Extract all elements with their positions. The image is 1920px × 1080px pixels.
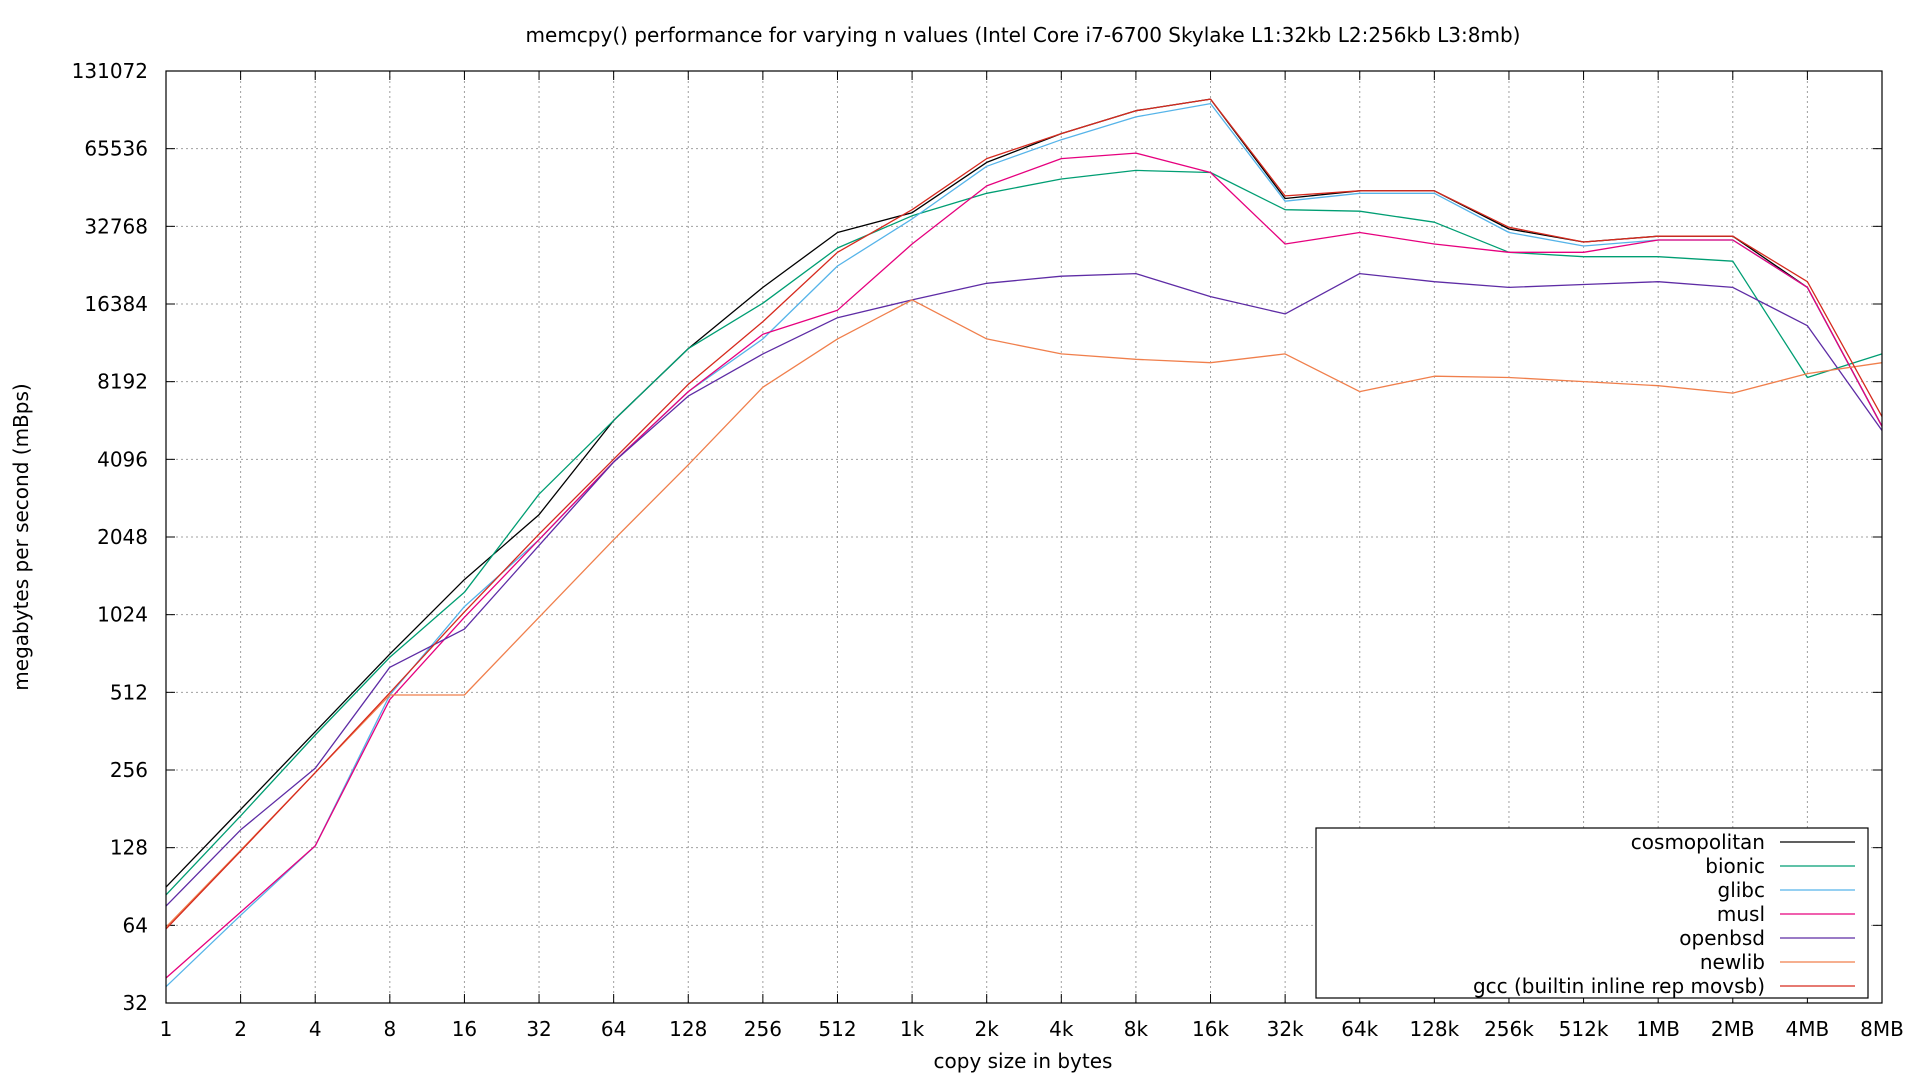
legend-label-gcc-builtin-inline-rep-movsb: gcc (builtin inline rep movsb) [1473, 974, 1765, 998]
x-tick-label: 16k [1192, 1017, 1229, 1041]
x-tick-label: 4MB [1786, 1017, 1830, 1041]
series-line-glibc [165, 102, 1883, 988]
y-axis-ticks: 32 64 128 256 512 1024 2048 4096 8192 16384 32768 6… [72, 59, 1882, 1015]
x-tick-label: 4k [1049, 1017, 1074, 1041]
y-axis-label: megabytes per second (mBps) [9, 383, 33, 690]
series-line-openbsd [165, 272, 1883, 907]
series-line-gcc-builtin-inline-rep-movsb [165, 98, 1883, 930]
y-tick-label: 32768 [84, 214, 148, 238]
legend-box [1315, 827, 1869, 999]
x-tick-label: 1MB [1636, 1017, 1680, 1041]
x-tick-label: 64 [601, 1017, 626, 1041]
x-tick-label: 32 [526, 1017, 551, 1041]
x-tick-label: 4 [309, 1017, 322, 1041]
x-tick-label: 8MB [1860, 1017, 1904, 1041]
legend: cosmopolitanbionicglibcmuslopenbsdnewlib… [1315, 827, 1869, 999]
x-tick-label: 1k [900, 1017, 925, 1041]
series-line-bionic [165, 169, 1883, 896]
legend-label-glibc: glibc [1718, 878, 1766, 902]
x-tick-label: 512k [1559, 1017, 1609, 1041]
x-tick-label: 256 [744, 1017, 782, 1041]
legend-label-newlib: newlib [1700, 950, 1765, 974]
x-tick-label: 32k [1267, 1017, 1304, 1041]
y-tick-label: 4096 [97, 447, 148, 471]
x-tick-label: 8 [383, 1017, 396, 1041]
x-tick-label: 64k [1341, 1017, 1378, 1041]
y-tick-label: 16384 [84, 292, 148, 316]
y-tick-label: 512 [110, 680, 148, 704]
x-tick-label: 1 [160, 1017, 173, 1041]
data-series-lines [165, 98, 1883, 988]
legend-label-openbsd: openbsd [1679, 926, 1765, 950]
x-tick-label: 2MB [1711, 1017, 1755, 1041]
x-tick-label: 2 [234, 1017, 247, 1041]
y-tick-label: 8192 [97, 370, 148, 394]
x-tick-label: 128k [1409, 1017, 1459, 1041]
y-tick-label: 128 [110, 836, 148, 860]
y-tick-label: 2048 [97, 525, 148, 549]
x-tick-label: 8k [1124, 1017, 1149, 1041]
x-tick-label: 512 [818, 1017, 856, 1041]
legend-label-musl: musl [1717, 902, 1765, 926]
legend-label-cosmopolitan: cosmopolitan [1631, 830, 1765, 854]
x-tick-label: 256k [1484, 1017, 1534, 1041]
x-tick-label: 16 [452, 1017, 477, 1041]
x-tick-label: 2k [975, 1017, 1000, 1041]
y-tick-label: 131072 [72, 59, 148, 83]
x-axis-label: copy size in bytes [934, 1049, 1113, 1073]
y-tick-label: 32 [123, 991, 148, 1015]
chart-title: memcpy() performance for varying n value… [526, 23, 1521, 47]
plot-frame [165, 70, 1883, 1004]
legend-label-bionic: bionic [1705, 854, 1765, 878]
x-tick-label: 128 [669, 1017, 707, 1041]
y-tick-label: 1024 [97, 603, 148, 627]
y-tick-label: 64 [123, 913, 148, 937]
series-line-newlib [165, 299, 1883, 928]
y-tick-label: 256 [110, 758, 148, 782]
series-line-musl [165, 152, 1883, 979]
y-tick-label: 65536 [84, 137, 148, 161]
